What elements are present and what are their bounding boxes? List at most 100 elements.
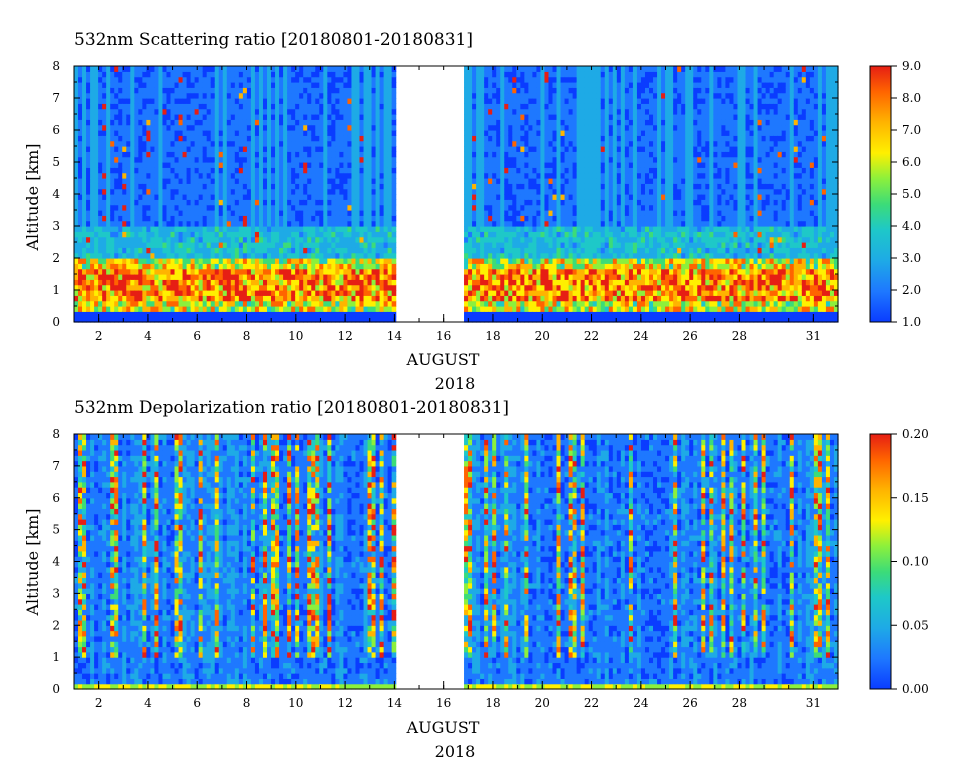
- heatmap-cell: [516, 103, 521, 110]
- heatmap-cell: [283, 316, 288, 323]
- heatmap-cell: [508, 103, 513, 110]
- heatmap-cell: [158, 103, 164, 110]
- heatmap-cell: [299, 258, 304, 264]
- heatmap-cell: [335, 151, 340, 158]
- heatmap-cell: [162, 194, 168, 200]
- heatmap-cell: [323, 172, 328, 179]
- heatmap-cell: [106, 204, 111, 211]
- heatmap-cell: [262, 236, 268, 243]
- heatmap-cell: [371, 295, 377, 302]
- heatmap-cell: [375, 290, 381, 296]
- heatmap-cell: [387, 151, 393, 158]
- heatmap-cell: [315, 258, 320, 264]
- heatmap-cell: [468, 247, 473, 254]
- heatmap-cell: [327, 178, 332, 184]
- heatmap-cell: [158, 268, 164, 275]
- heatmap-cell: [528, 98, 533, 104]
- heatmap-cell: [122, 274, 127, 280]
- heatmap-cell: [464, 204, 469, 211]
- heatmap-cell: [311, 226, 316, 232]
- heatmap-cell: [548, 236, 554, 243]
- heatmap-cell: [520, 162, 525, 168]
- heatmap-cell: [387, 71, 393, 78]
- heatmap-cell: [508, 274, 513, 280]
- heatmap-cell: [154, 274, 160, 280]
- heatmap-cell: [343, 290, 349, 296]
- heatmap-cell: [234, 226, 240, 232]
- heatmap-cell: [343, 188, 349, 195]
- heatmap-cell: [194, 236, 200, 243]
- heatmap-cell: [311, 71, 316, 78]
- heatmap-cell: [516, 204, 521, 211]
- heatmap-cell: [158, 242, 164, 248]
- heatmap-cell: [106, 210, 111, 216]
- heatmap-cell: [327, 124, 332, 131]
- heatmap-cell: [262, 300, 268, 307]
- heatmap-cell: [78, 284, 83, 291]
- heatmap-cell: [178, 226, 184, 232]
- heatmap-cell: [230, 258, 236, 264]
- heatmap-cell: [315, 295, 320, 302]
- heatmap-cell: [520, 210, 525, 216]
- heatmap-cell: [351, 140, 357, 147]
- heatmap-cell: [383, 188, 389, 195]
- heatmap-cell: [544, 71, 550, 78]
- heatmap-cell: [242, 300, 248, 307]
- heatmap-cell: [508, 242, 513, 248]
- heatmap-cell: [146, 71, 151, 78]
- heatmap-cell: [267, 172, 272, 179]
- heatmap-cell: [90, 231, 95, 238]
- heatmap-cell: [287, 172, 292, 179]
- heatmap-cell: [359, 194, 365, 200]
- heatmap-cell: [275, 242, 280, 248]
- heatmap-cell: [379, 130, 385, 136]
- heatmap-cell: [198, 316, 204, 323]
- heatmap-cell: [375, 252, 381, 259]
- heatmap-cell: [476, 178, 481, 184]
- heatmap-cell: [279, 204, 284, 211]
- heatmap-cell: [484, 92, 489, 99]
- heatmap-cell: [496, 199, 501, 206]
- heatmap-cell: [528, 268, 533, 275]
- heatmap-cell: [242, 124, 248, 131]
- heatmap-cell: [295, 82, 300, 88]
- heatmap-cell: [371, 146, 377, 152]
- heatmap-cell: [82, 252, 87, 259]
- heatmap-cell: [492, 226, 497, 232]
- heatmap-cell: [347, 220, 353, 227]
- heatmap-cell: [307, 98, 312, 104]
- heatmap-cell: [347, 130, 353, 136]
- heatmap-cell: [134, 156, 139, 163]
- heatmap-cell: [194, 204, 200, 211]
- heatmap-cell: [186, 119, 192, 126]
- heatmap-cell: [291, 242, 296, 248]
- heatmap-cell: [106, 108, 111, 115]
- heatmap-cell: [271, 300, 276, 307]
- heatmap-cell: [323, 188, 328, 195]
- heatmap-cell: [114, 135, 119, 142]
- heatmap-cell: [331, 146, 336, 152]
- heatmap-cell: [182, 236, 188, 243]
- heatmap-cell: [202, 87, 208, 94]
- heatmap-cell: [311, 236, 316, 243]
- heatmap-cell: [186, 92, 192, 99]
- heatmap-cell: [492, 146, 497, 152]
- heatmap-cell: [114, 210, 119, 216]
- heatmap-cell: [379, 87, 385, 94]
- heatmap-cell: [359, 92, 365, 99]
- heatmap-cell: [226, 172, 232, 179]
- heatmap-cell: [162, 268, 168, 275]
- heatmap-cell: [214, 135, 220, 142]
- heatmap-cell: [540, 71, 546, 78]
- heatmap-cell: [226, 82, 232, 88]
- heatmap-cell: [343, 124, 349, 131]
- heatmap-cell: [154, 194, 160, 200]
- heatmap-cell: [246, 167, 252, 174]
- heatmap-cell: [230, 231, 236, 238]
- heatmap-cell: [138, 172, 143, 179]
- heatmap-cell: [242, 316, 248, 323]
- heatmap-cell: [492, 220, 497, 227]
- heatmap-cell: [387, 274, 393, 280]
- heatmap-cell: [504, 167, 509, 174]
- heatmap-cell: [246, 242, 252, 248]
